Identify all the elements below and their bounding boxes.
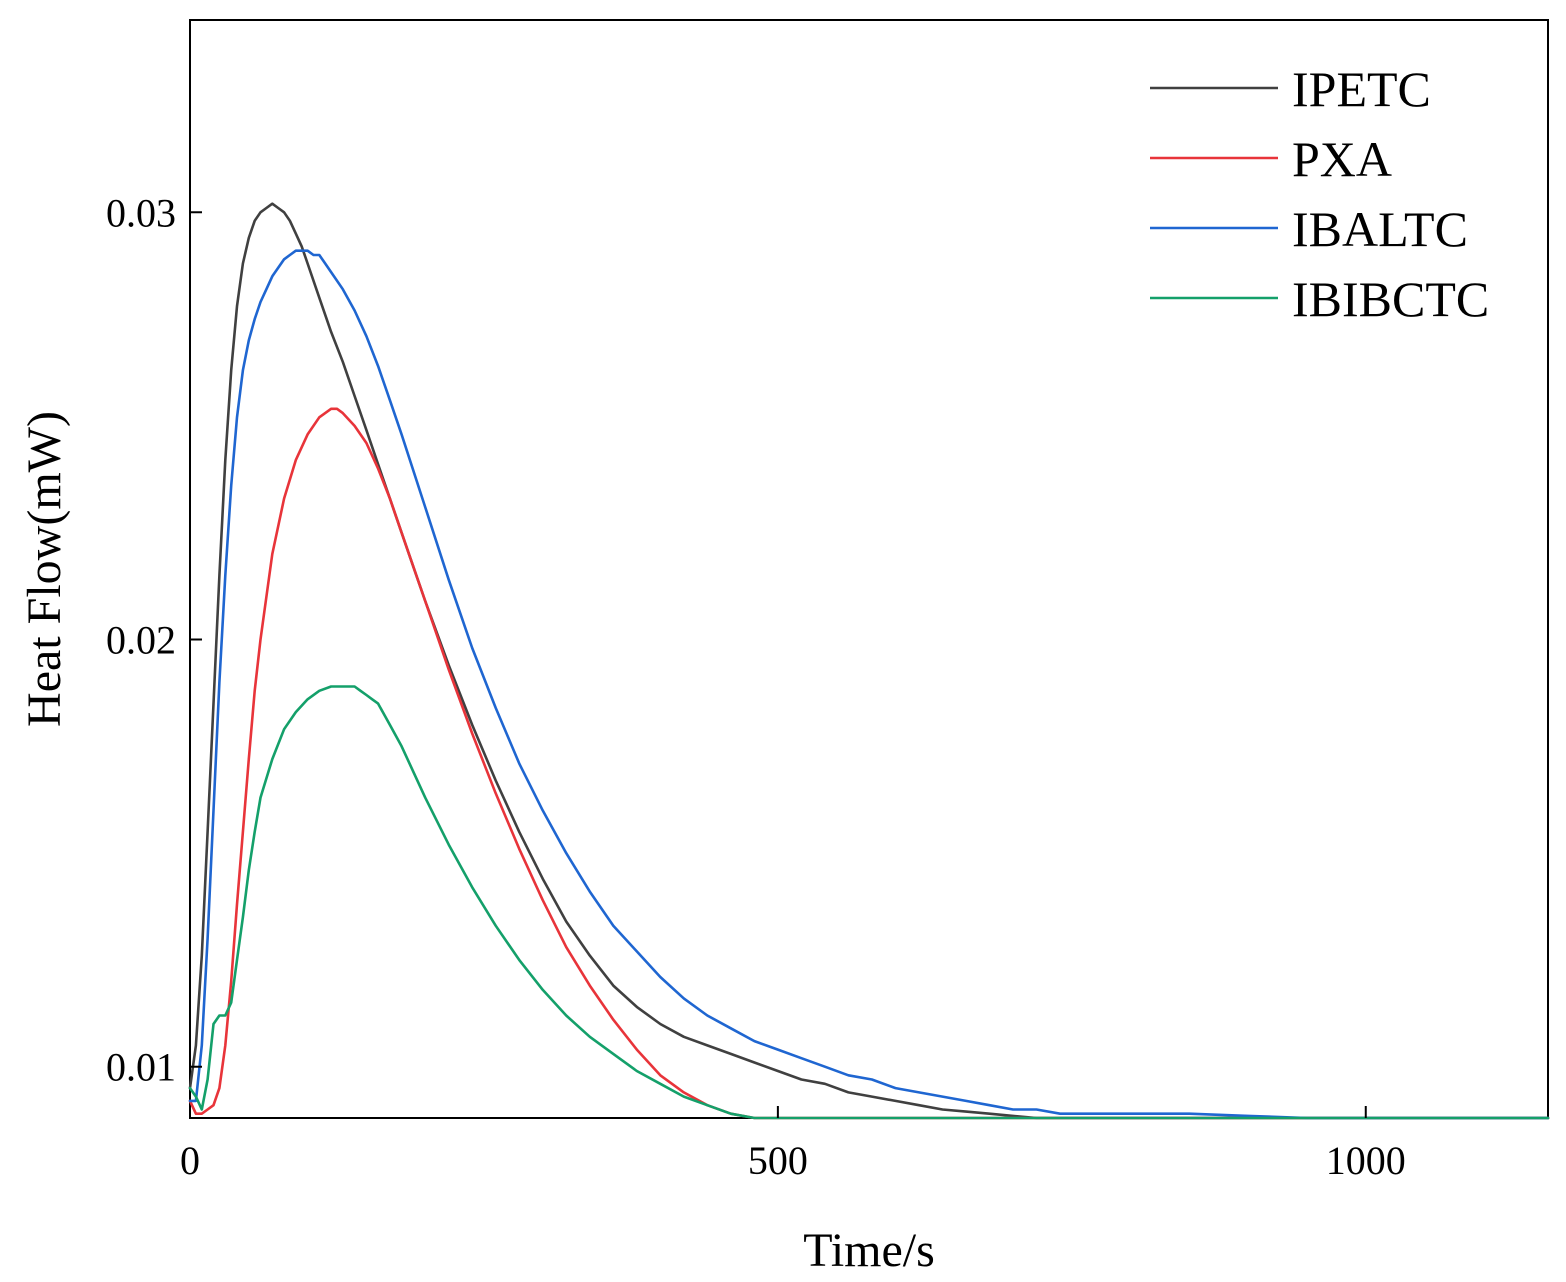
legend: IPETC PXA IBALTC IBIBCTC (1150, 61, 1489, 327)
series-line-ibibctc (188, 685, 1550, 1120)
series-layer (188, 202, 1550, 1120)
ticks-layer: 0 500 1000 0.01 0.02 0.03 (106, 190, 1406, 1183)
x-tick-label: 1000 (1326, 1138, 1406, 1183)
y-tick-label: 0.02 (106, 617, 176, 662)
series-line-pxa (188, 407, 1550, 1120)
legend-label-pxa: PXA (1292, 131, 1392, 187)
x-tick-label: 500 (748, 1138, 808, 1183)
legend-label-ipetc: IPETC (1292, 61, 1431, 117)
x-tick-label: 0 (180, 1138, 200, 1183)
y-tick-label: 0.01 (106, 1045, 176, 1090)
y-tick-label: 0.03 (106, 190, 176, 235)
x-axis-title: Time/s (803, 1224, 935, 1277)
legend-label-ibaltc: IBALTC (1292, 201, 1468, 257)
y-axis-title: Heat Flow(mW) (18, 411, 71, 727)
legend-label-ibibctc: IBIBCTC (1292, 271, 1489, 327)
series-line-ibaltc (188, 249, 1550, 1120)
series-line-ipetc (188, 202, 1550, 1120)
